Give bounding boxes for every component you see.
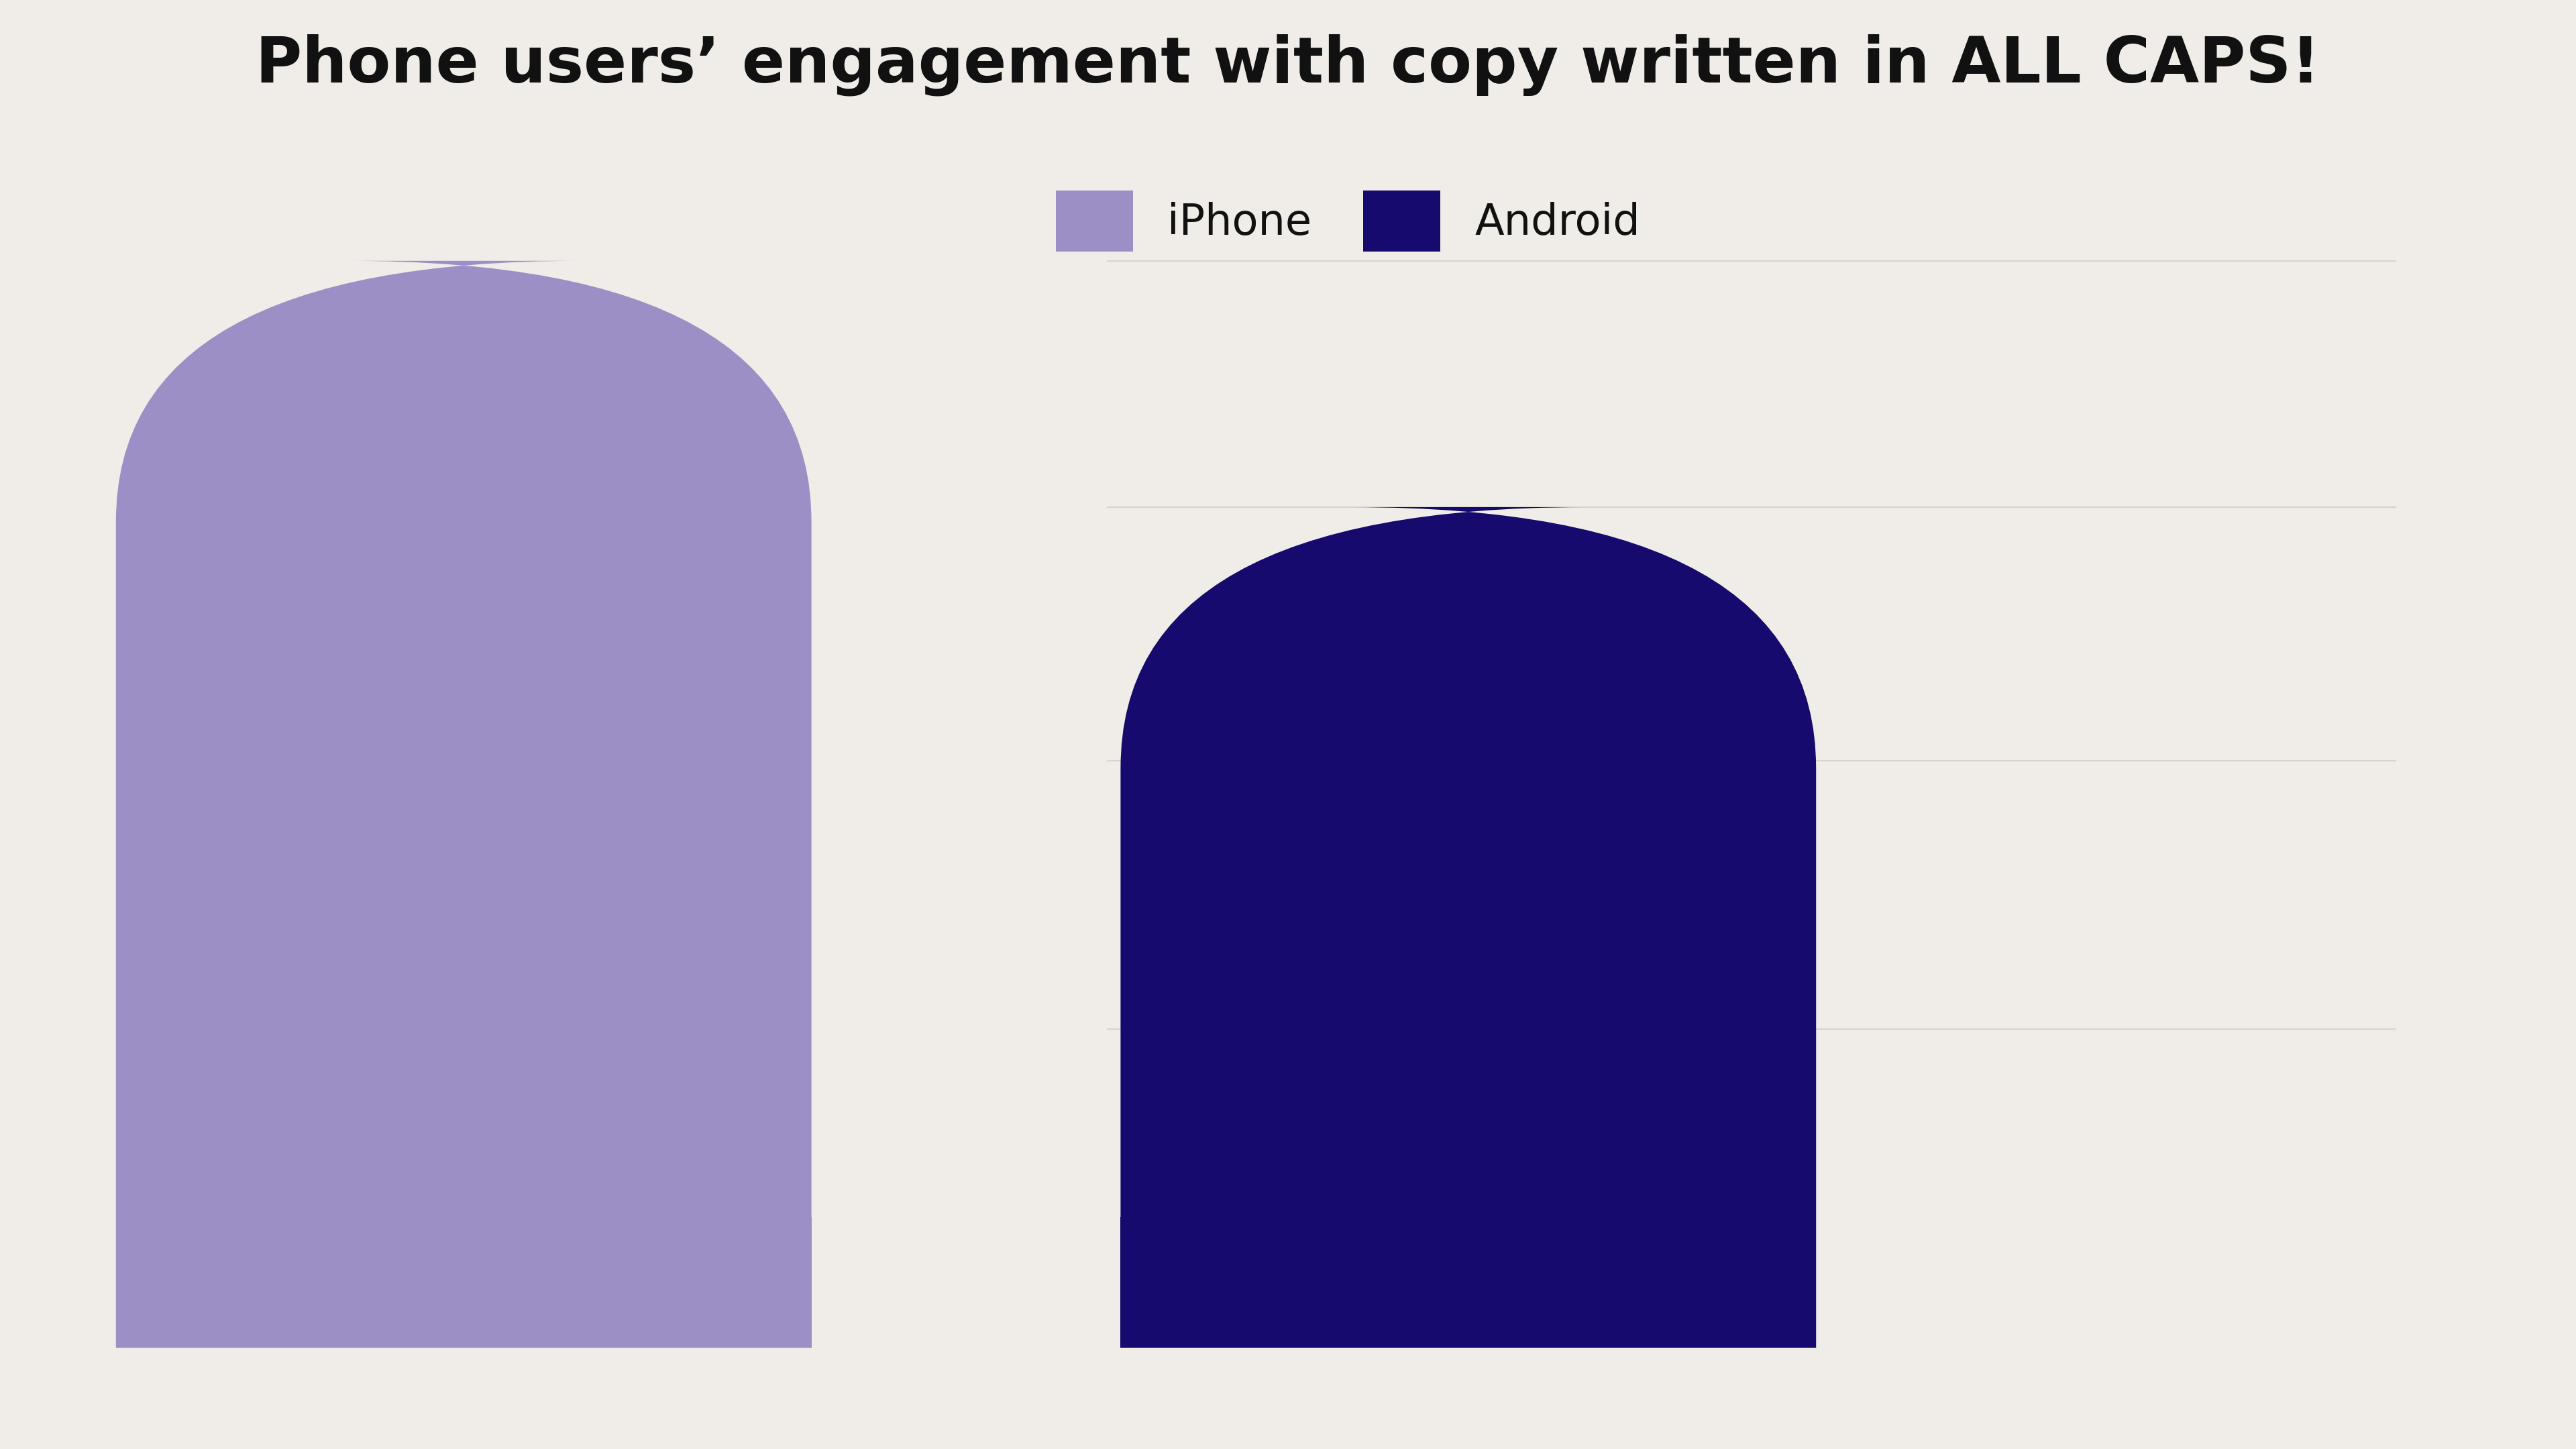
Legend: iPhone, Android: iPhone, Android [1038, 174, 1656, 268]
Polygon shape [116, 1217, 811, 1449]
FancyBboxPatch shape [116, 261, 811, 1449]
Text: Phone users’ engagement with copy written in ALL CAPS!: Phone users’ engagement with copy writte… [255, 35, 2321, 96]
FancyBboxPatch shape [1121, 507, 1816, 1449]
Polygon shape [1095, 1348, 1842, 1449]
Polygon shape [90, 1348, 837, 1449]
Polygon shape [1121, 1217, 1816, 1449]
